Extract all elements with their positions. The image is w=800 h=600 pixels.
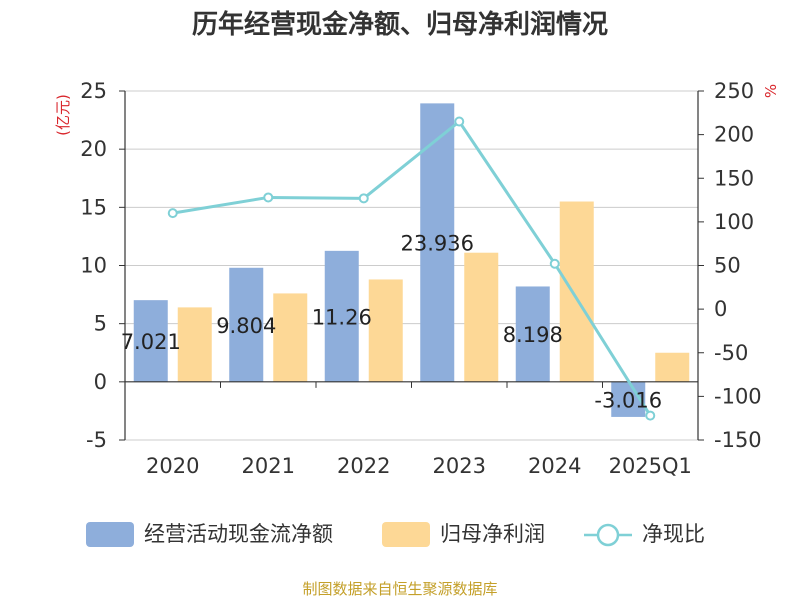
left-tick-label: 20 [80,137,107,161]
bar-value-label: 11.26 [312,305,372,329]
bar-value-label: 8.198 [503,323,563,347]
bar-value-label: 23.936 [401,232,474,256]
ratio-point[interactable] [454,116,465,127]
bar-cash[interactable] [324,250,359,382]
source-note: 制图数据来自恒生聚源数据库 [302,580,497,598]
left-tick-label: 25 [80,79,107,103]
x-tick-label: 2022 [337,454,390,478]
ratio-point[interactable] [645,410,656,421]
legend-swatch-ratio-marker [596,523,620,547]
legend-label-profit: 归母净利润 [440,522,545,546]
bar-value-label: 9.804 [216,314,276,338]
gridlines [125,90,698,441]
legend-swatch-cash [86,522,134,547]
bar-profit[interactable] [464,252,499,382]
bar-profit[interactable] [559,201,594,382]
x-tick-label: 2021 [242,454,295,478]
ratio-series-line [172,120,652,417]
bar-value-label: -3.016 [594,388,662,412]
legend-label-ratio: 净现比 [642,522,705,546]
right-tick-label: -150 [714,428,762,452]
left-tick-label: 10 [80,254,107,278]
bars [133,103,690,417]
bar-profit[interactable] [273,293,308,382]
right-tick-label: 150 [714,166,754,190]
right-tick-label: 100 [714,210,754,234]
bar-profit[interactable] [368,279,403,382]
bar-cash[interactable] [229,267,264,382]
legend-item-ratio[interactable]: 净现比 [584,522,705,547]
bar-value-label: 7.021 [121,330,181,354]
legend: 经营活动现金流净额 归母净利润 净现比 [86,522,705,547]
right-tick-label: 250 [714,79,754,103]
legend-label-cash: 经营活动现金流净额 [144,522,333,546]
ratio-point[interactable] [358,193,369,204]
left-axis-unit: (亿元) [54,94,72,136]
right-tick-label: -100 [714,384,762,408]
x-tick-label: 2023 [433,454,486,478]
data-labels: 7.021 9.804 11.26 23.936 8.198 -3.016 [121,232,662,413]
chart-title: 历年经营现金净额、归母净利润情况 [192,9,608,40]
right-tick-label: -50 [714,341,748,365]
ratio-line [167,116,656,421]
ratio-point[interactable] [549,258,560,269]
left-tick-label: 15 [80,195,107,219]
right-axis-unit: % [762,84,780,98]
left-tick-label: 0 [94,370,107,394]
bar-cash[interactable] [515,286,550,382]
bar-cash[interactable] [133,300,168,382]
x-tick-label: 2025Q1 [609,454,692,478]
right-tick-label: 0 [714,297,727,321]
bar-profit[interactable] [655,352,690,382]
x-tick-label: 2020 [146,454,199,478]
ratio-point[interactable] [167,208,178,219]
legend-swatch-profit [382,522,430,547]
right-tick-label: 50 [714,254,741,278]
bar-profit[interactable] [177,307,212,382]
legend-item-profit[interactable]: 归母净利润 [382,522,545,547]
left-tick-label: -5 [86,428,107,452]
legend-item-cash[interactable]: 经营活动现金流净额 [86,522,333,547]
right-tick-label: 200 [714,123,754,147]
x-tick-label: 2024 [528,454,581,478]
left-tick-label: 5 [94,312,107,336]
ratio-point[interactable] [263,192,274,203]
axes: 2520151050-5250200150100500-50-100-15020… [80,79,761,478]
